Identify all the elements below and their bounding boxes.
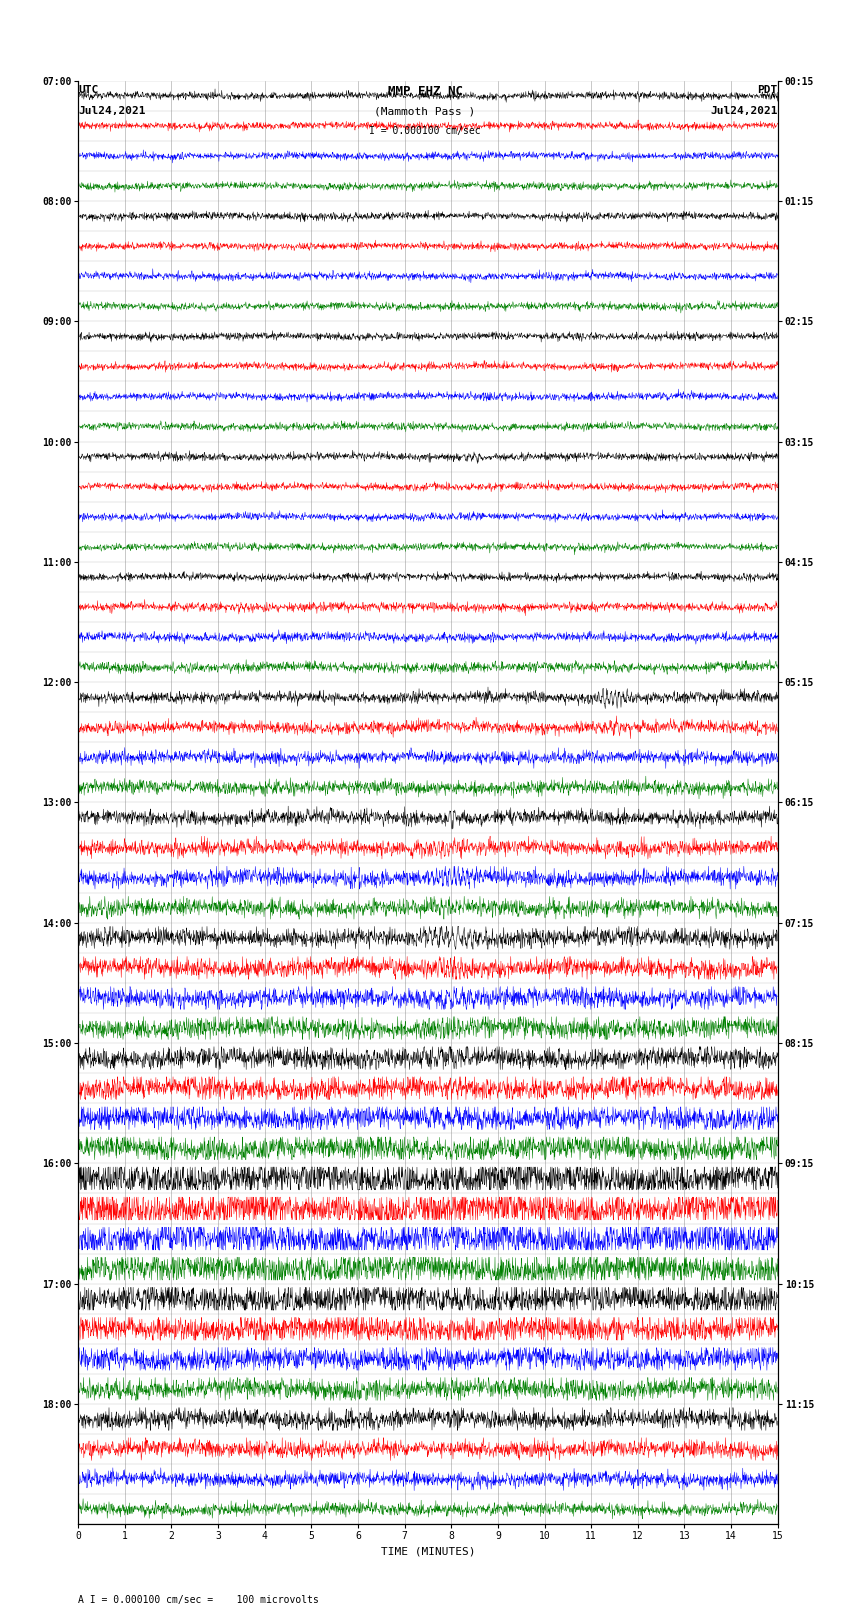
Text: MMP EHZ NC: MMP EHZ NC [388,85,462,98]
X-axis label: TIME (MINUTES): TIME (MINUTES) [381,1547,475,1557]
Text: I = 0.000100 cm/sec: I = 0.000100 cm/sec [369,126,481,135]
Text: PDT: PDT [757,85,778,95]
Text: (Mammoth Pass ): (Mammoth Pass ) [374,106,476,116]
Text: A I = 0.000100 cm/sec =    100 microvolts: A I = 0.000100 cm/sec = 100 microvolts [78,1595,319,1605]
Text: UTC: UTC [78,85,99,95]
Text: Jul24,2021: Jul24,2021 [711,106,778,116]
Text: Jul24,2021: Jul24,2021 [78,106,145,116]
